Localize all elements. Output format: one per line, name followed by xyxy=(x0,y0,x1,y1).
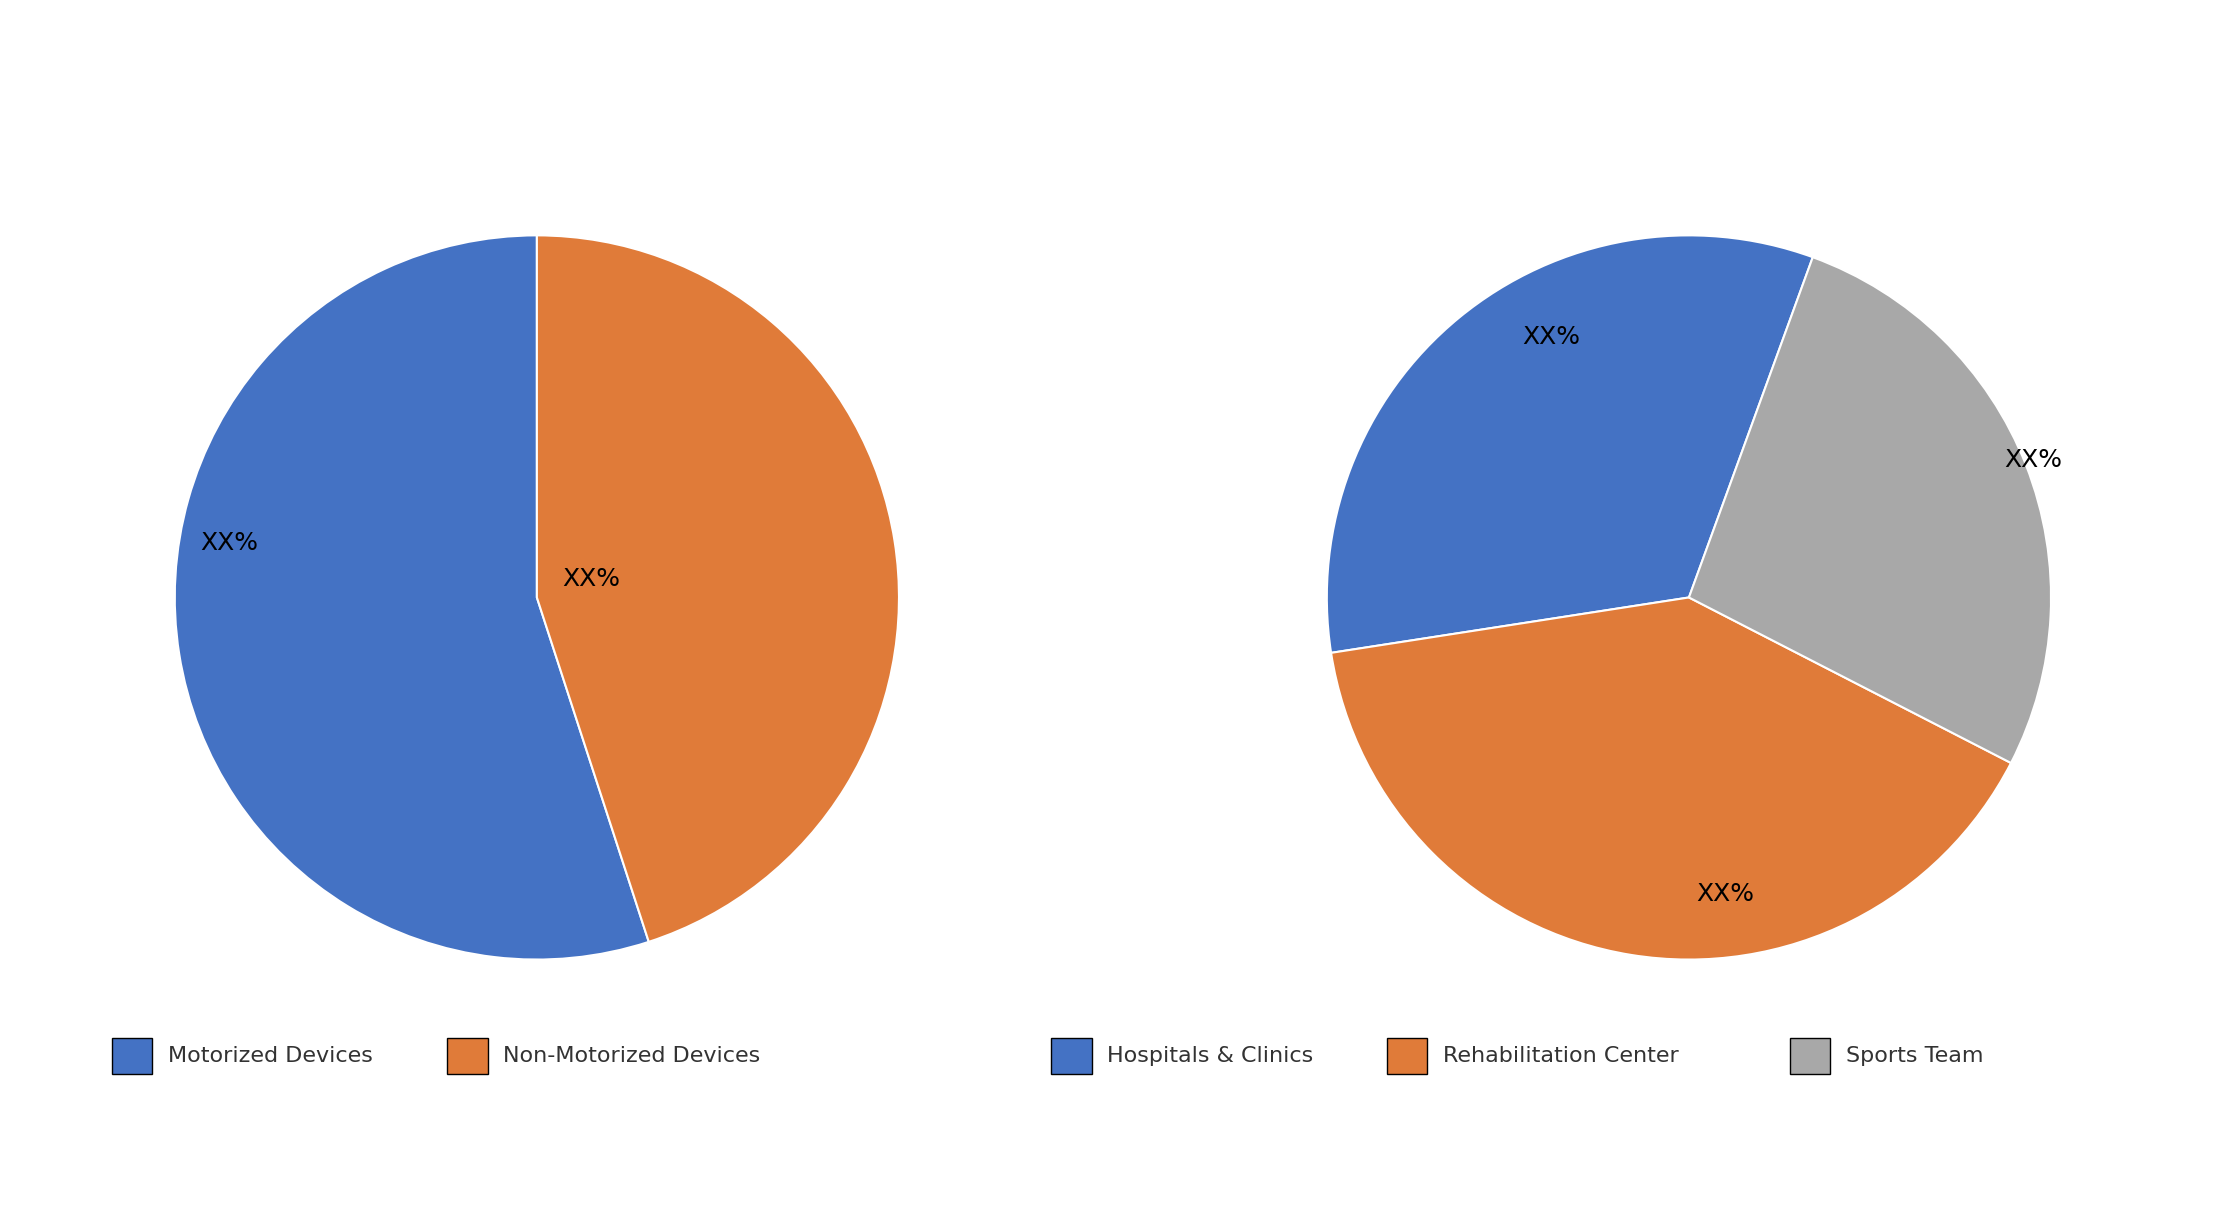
Text: Source: Theindustrystats Analysis: Source: Theindustrystats Analysis xyxy=(22,1153,398,1171)
Wedge shape xyxy=(1327,235,1812,653)
Text: XX%: XX% xyxy=(199,531,257,555)
Text: Rehabilitation Center: Rehabilitation Center xyxy=(1443,1046,1678,1066)
Text: Fig. Global Cold Compression Devices Market Share by Product Types & Application: Fig. Global Cold Compression Devices Mar… xyxy=(27,37,1181,65)
Wedge shape xyxy=(1331,597,2011,960)
Text: Hospitals & Clinics: Hospitals & Clinics xyxy=(1107,1046,1313,1066)
FancyBboxPatch shape xyxy=(447,1038,488,1074)
Wedge shape xyxy=(1689,257,2051,763)
FancyBboxPatch shape xyxy=(1790,1038,1830,1074)
FancyBboxPatch shape xyxy=(112,1038,152,1074)
Wedge shape xyxy=(537,235,899,941)
FancyBboxPatch shape xyxy=(1051,1038,1092,1074)
Text: XX%: XX% xyxy=(2004,448,2063,472)
Text: XX%: XX% xyxy=(1696,882,1754,906)
Wedge shape xyxy=(174,235,649,960)
Text: Motorized Devices: Motorized Devices xyxy=(168,1046,374,1066)
Text: Sports Team: Sports Team xyxy=(1846,1046,1982,1066)
Text: XX%: XX% xyxy=(561,567,620,591)
FancyBboxPatch shape xyxy=(1387,1038,1427,1074)
Text: XX%: XX% xyxy=(1523,325,1579,349)
Text: Email: sales@theindustrystats.com: Email: sales@theindustrystats.com xyxy=(828,1153,1212,1171)
Text: Website: www.theindustrystats.com: Website: www.theindustrystats.com xyxy=(1611,1153,2009,1171)
Text: Non-Motorized Devices: Non-Motorized Devices xyxy=(503,1046,761,1066)
